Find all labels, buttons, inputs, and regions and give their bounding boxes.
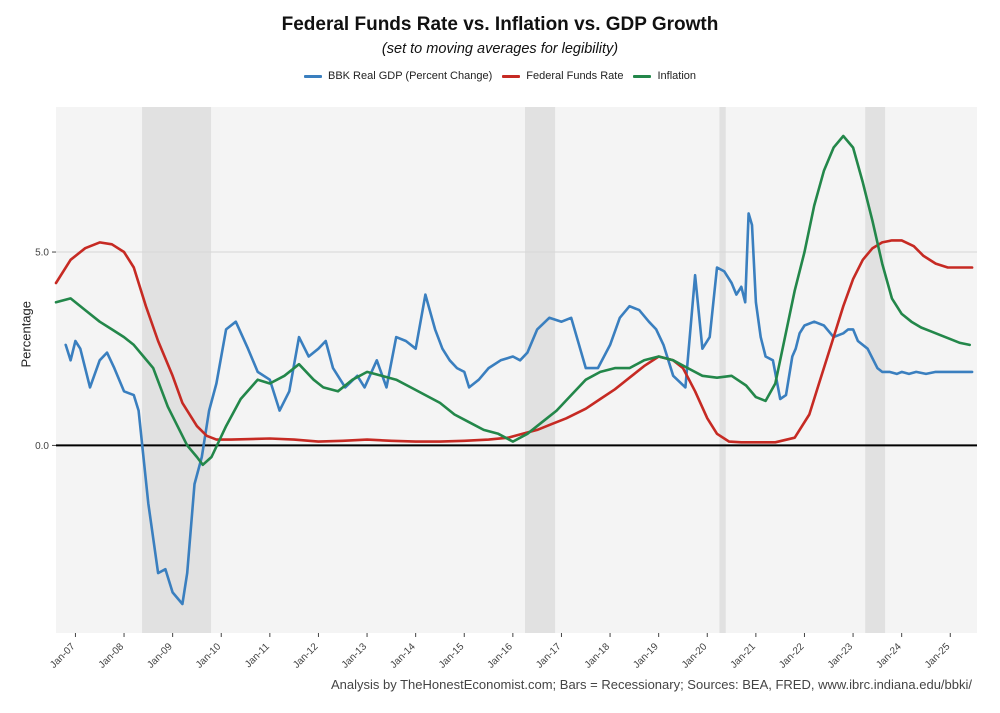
series-lines (54, 134, 974, 606)
x-tick-label-16: Jan-22 (777, 641, 807, 671)
chart-legend: BBK Real GDP (Percent Change) Federal Fu… (0, 70, 1000, 82)
legend-item-inflation: Inflation (633, 70, 696, 82)
series-line-inflation (54, 134, 972, 467)
x-tick-label-19: Jan-25 (923, 641, 953, 671)
chart-title: Federal Funds Rate vs. Inflation vs. GDP… (281, 14, 719, 35)
legend-key-gdp (303, 74, 322, 78)
x-tick-label-15: Jan-21 (729, 641, 759, 671)
source-caption: Analysis by TheHonestEconomist.com; Bars… (330, 677, 972, 692)
x-tick-label-8: Jan-14 (388, 641, 418, 671)
recession-bar-4 (865, 107, 886, 633)
series-line-gdp (64, 212, 974, 606)
legend-key-fed-funds (502, 74, 521, 78)
x-tick-label-7: Jan-13 (340, 641, 370, 671)
y-tick-label-1: 0.0 (35, 441, 49, 452)
x-tick-label-6: Jan-12 (291, 641, 321, 671)
recession-bar-2 (525, 107, 556, 633)
x-tick-label-10: Jan-16 (486, 641, 516, 671)
x-tick-label-11: Jan-17 (534, 641, 564, 671)
x-tick-label-18: Jan-24 (874, 641, 904, 671)
legend-label-gdp: BBK Real GDP (Percent Change) (327, 70, 493, 82)
x-tick-label-17: Jan-23 (826, 641, 856, 671)
legend-item-fed-funds: Federal Funds Rate (502, 70, 623, 82)
x-tick-label-1: Jan-07 (48, 641, 78, 671)
x-tick-label-4: Jan-10 (194, 641, 224, 671)
x-tick-label-5: Jan-11 (243, 641, 272, 670)
x-tick-label-2: Jan-08 (97, 641, 127, 671)
x-tick-label-9: Jan-15 (437, 641, 467, 671)
grid-lines (56, 251, 977, 447)
x-tick-label-13: Jan-19 (631, 641, 661, 671)
series-line-fed-funds (54, 239, 974, 444)
x-tick-label-3: Jan-09 (145, 641, 175, 671)
x-tick-label-14: Jan-20 (680, 641, 710, 671)
legend-label-fed-funds: Federal Funds Rate (526, 70, 624, 82)
chart-subtitle: (set to moving averages for legibility) (381, 41, 619, 57)
y-tick-label-2: 5.0 (35, 248, 49, 259)
recession-bar-3 (719, 107, 726, 633)
x-tick-label-12: Jan-18 (583, 641, 613, 671)
recession-bar-1 (142, 107, 212, 633)
legend-key-inflation (633, 74, 652, 78)
legend-label-inflation: Inflation (657, 70, 696, 82)
legend-item-gdp: BBK Real GDP (Percent Change) (303, 70, 493, 82)
